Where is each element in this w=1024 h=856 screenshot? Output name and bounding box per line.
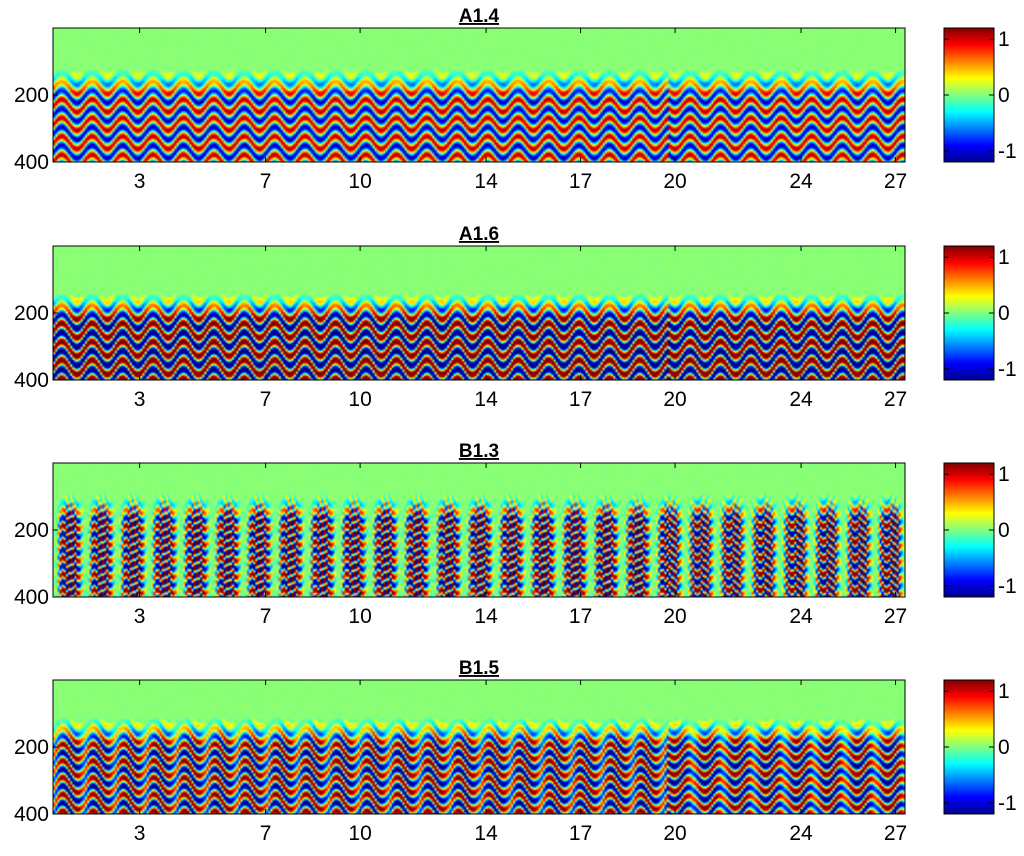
colorbar-tick-label: -1 — [998, 575, 1017, 598]
panel-title: B1.5 — [459, 658, 500, 679]
colorbar: 1 0 -1 — [943, 679, 1017, 815]
x-tick-label: 3 — [134, 388, 146, 411]
y-tick-label: 400 — [14, 586, 49, 609]
x-tick-label: 27 — [884, 170, 907, 193]
x-tick-label: 14 — [474, 388, 498, 411]
x-tick-label: 17 — [569, 388, 592, 411]
y-tick-label: 200 — [14, 302, 49, 325]
x-tick-label: 3 — [134, 170, 146, 193]
y-tick-label: 400 — [14, 151, 49, 174]
y-tick-label: 200 — [14, 84, 49, 107]
x-tick-label: 3 — [134, 822, 146, 845]
y-tick-label: 200 — [14, 519, 49, 542]
x-tick-label: 20 — [663, 388, 686, 411]
x-tick-label: 17 — [569, 822, 592, 845]
colorbar-gradient — [943, 679, 995, 815]
colorbar-tick-label: -1 — [998, 792, 1017, 815]
colorbar-tick-label: 0 — [998, 736, 1010, 759]
x-tick-label: 10 — [348, 170, 371, 193]
colorbar: 1 0 -1 — [943, 462, 1017, 598]
heatmap-image — [53, 28, 905, 162]
heatmap-image — [53, 463, 905, 597]
x-tick-label: 10 — [348, 822, 371, 845]
colorbar-tick-label: -1 — [998, 140, 1017, 163]
x-tick-label: 20 — [663, 822, 686, 845]
colorbar-tick-label: 0 — [998, 84, 1010, 107]
x-tick-label: 7 — [260, 388, 272, 411]
x-tick-label: 17 — [569, 170, 592, 193]
x-tick-label: 20 — [663, 170, 686, 193]
y-tick-label: 400 — [14, 369, 49, 392]
x-tick-label: 27 — [884, 822, 907, 845]
x-tick-label: 24 — [789, 605, 813, 628]
x-tick-label: 10 — [348, 388, 371, 411]
panel-title: A1.6 — [459, 224, 499, 245]
heatmap-image — [53, 246, 905, 380]
colorbar-tick-label: 0 — [998, 302, 1010, 325]
colorbar: 1 0 -1 — [943, 245, 1017, 381]
x-tick-label: 14 — [474, 605, 498, 628]
colorbar-tick-label: 1 — [998, 28, 1010, 51]
colorbar-gradient — [943, 27, 995, 163]
x-tick-label: 7 — [260, 170, 272, 193]
panel-title: B1.3 — [459, 441, 499, 462]
x-tick-label: 3 — [134, 605, 146, 628]
colorbar-tick-label: -1 — [998, 358, 1017, 381]
x-tick-label: 14 — [474, 170, 498, 193]
y-tick-label: 400 — [14, 803, 49, 826]
panel-title: A1.4 — [459, 6, 500, 27]
colorbar-tick-label: 1 — [998, 246, 1010, 269]
x-tick-label: 17 — [569, 605, 592, 628]
x-tick-label: 27 — [884, 605, 907, 628]
colorbar-tick-label: 1 — [998, 680, 1010, 703]
colorbar-gradient — [943, 245, 995, 381]
y-tick-label: 200 — [14, 736, 49, 759]
x-tick-label: 24 — [789, 170, 813, 193]
heatmap-image — [53, 680, 905, 814]
colorbar: 1 0 -1 — [943, 27, 1017, 163]
x-tick-label: 14 — [474, 822, 498, 845]
x-tick-label: 7 — [260, 605, 272, 628]
x-tick-label: 20 — [663, 605, 686, 628]
x-tick-label: 7 — [260, 822, 272, 845]
x-tick-label: 24 — [789, 822, 813, 845]
x-tick-label: 27 — [884, 388, 907, 411]
x-tick-label: 24 — [789, 388, 813, 411]
colorbar-tick-label: 1 — [998, 463, 1010, 486]
colorbar-tick-label: 0 — [998, 519, 1010, 542]
x-tick-label: 10 — [348, 605, 371, 628]
colorbar-gradient — [943, 462, 995, 598]
